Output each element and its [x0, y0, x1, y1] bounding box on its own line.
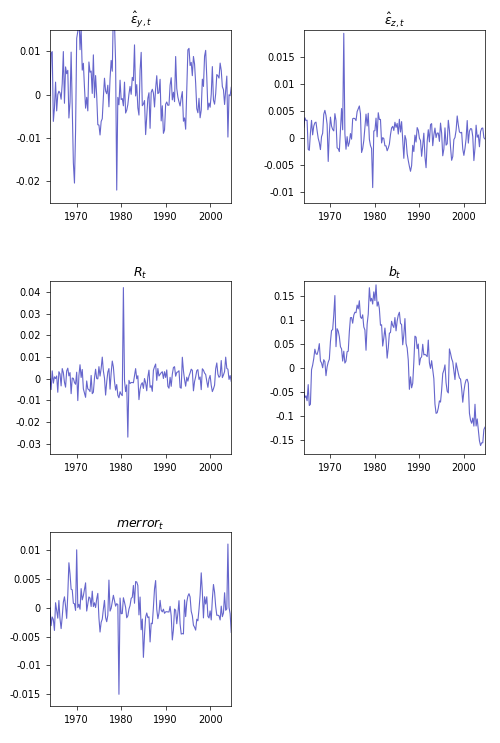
Title: $\hat{\varepsilon}_{z,t}$: $\hat{\varepsilon}_{z,t}$ [384, 10, 405, 30]
Title: $\hat{\varepsilon}_{y,t}$: $\hat{\varepsilon}_{y,t}$ [130, 10, 152, 30]
Title: $R_t$: $R_t$ [134, 266, 148, 281]
Title: $merror_t$: $merror_t$ [116, 519, 165, 533]
Title: $b_t$: $b_t$ [388, 265, 401, 281]
